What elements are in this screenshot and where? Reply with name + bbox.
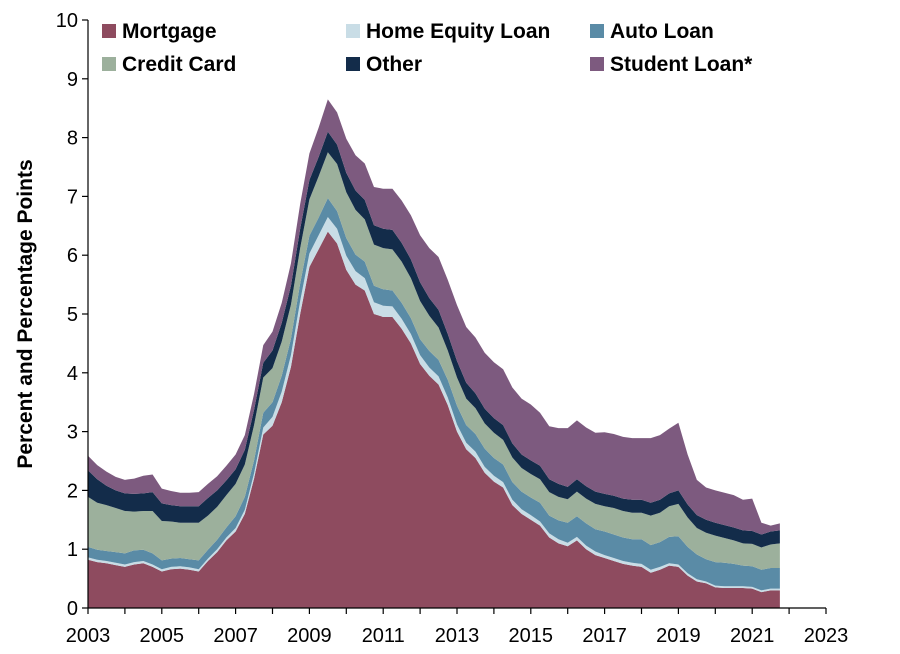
legend-label: Student Loan*	[610, 53, 753, 76]
x-tick-label: 2007	[213, 625, 258, 647]
legend-item-other: Other	[346, 53, 422, 76]
legend-item-mortgage: Mortgage	[102, 20, 217, 43]
legend-label: Auto Loan	[610, 20, 714, 43]
legend-swatch	[102, 57, 116, 71]
area-layers	[88, 99, 780, 608]
legend: Mortgage Home Equity Loan Auto Loan Credit …	[102, 20, 753, 76]
x-tick-label: 2019	[656, 625, 701, 647]
legend-item-auto-loan: Auto Loan	[590, 20, 714, 43]
x-tick-label: 2021	[730, 625, 775, 647]
x-tick-label: 2015	[509, 625, 554, 647]
y-tick-label: 3	[67, 422, 78, 444]
y-tick-label: 10	[56, 10, 78, 32]
y-tick-label: 7	[67, 186, 78, 208]
legend-label: Mortgage	[122, 20, 217, 43]
area-other	[88, 131, 780, 548]
x-tick-label: 2017	[582, 625, 627, 647]
x-tick-label: 2003	[66, 625, 111, 647]
x-axis-ticks: 2003 2005 2007 2009 2011 2013 2015 2017 2019 2021…	[66, 608, 849, 647]
x-tick-label: 2013	[435, 625, 480, 647]
y-tick-label: 1	[67, 539, 78, 561]
y-tick-label: 6	[67, 245, 78, 267]
x-tick-label: 2005	[140, 625, 185, 647]
y-tick-label: 0	[67, 598, 78, 620]
legend-item-student-loan: Student Loan*	[590, 53, 753, 76]
area-credit-card	[88, 152, 780, 570]
legend-swatch	[346, 24, 360, 38]
y-tick-label: 9	[67, 69, 78, 91]
y-tick-label: 5	[67, 304, 78, 326]
legend-label: Home Equity Loan	[366, 20, 550, 43]
legend-label: Credit Card	[122, 53, 236, 76]
x-tick-label: 2011	[362, 625, 405, 647]
legend-swatch	[590, 24, 604, 38]
area-student-loan	[88, 99, 780, 535]
y-tick-label: 2	[67, 480, 78, 502]
legend-swatch	[102, 24, 116, 38]
x-tick-label: 2023	[804, 625, 849, 647]
legend-swatch	[590, 57, 604, 71]
legend-item-home-equity-loan: Home Equity Loan	[346, 20, 550, 43]
legend-label: Other	[366, 53, 422, 76]
y-tick-label: 8	[67, 128, 78, 150]
x-tick-label: 2009	[287, 625, 332, 647]
legend-swatch	[346, 57, 360, 71]
y-tick-label: 4	[67, 363, 78, 385]
y-axis-ticks: 0 1 2 3 4 5 6 7 8 9 10	[56, 10, 88, 620]
legend-item-credit-card: Credit Card	[102, 53, 236, 76]
area-mortgage	[88, 231, 780, 608]
y-axis-title: Percent and Percentage Points	[14, 159, 37, 468]
